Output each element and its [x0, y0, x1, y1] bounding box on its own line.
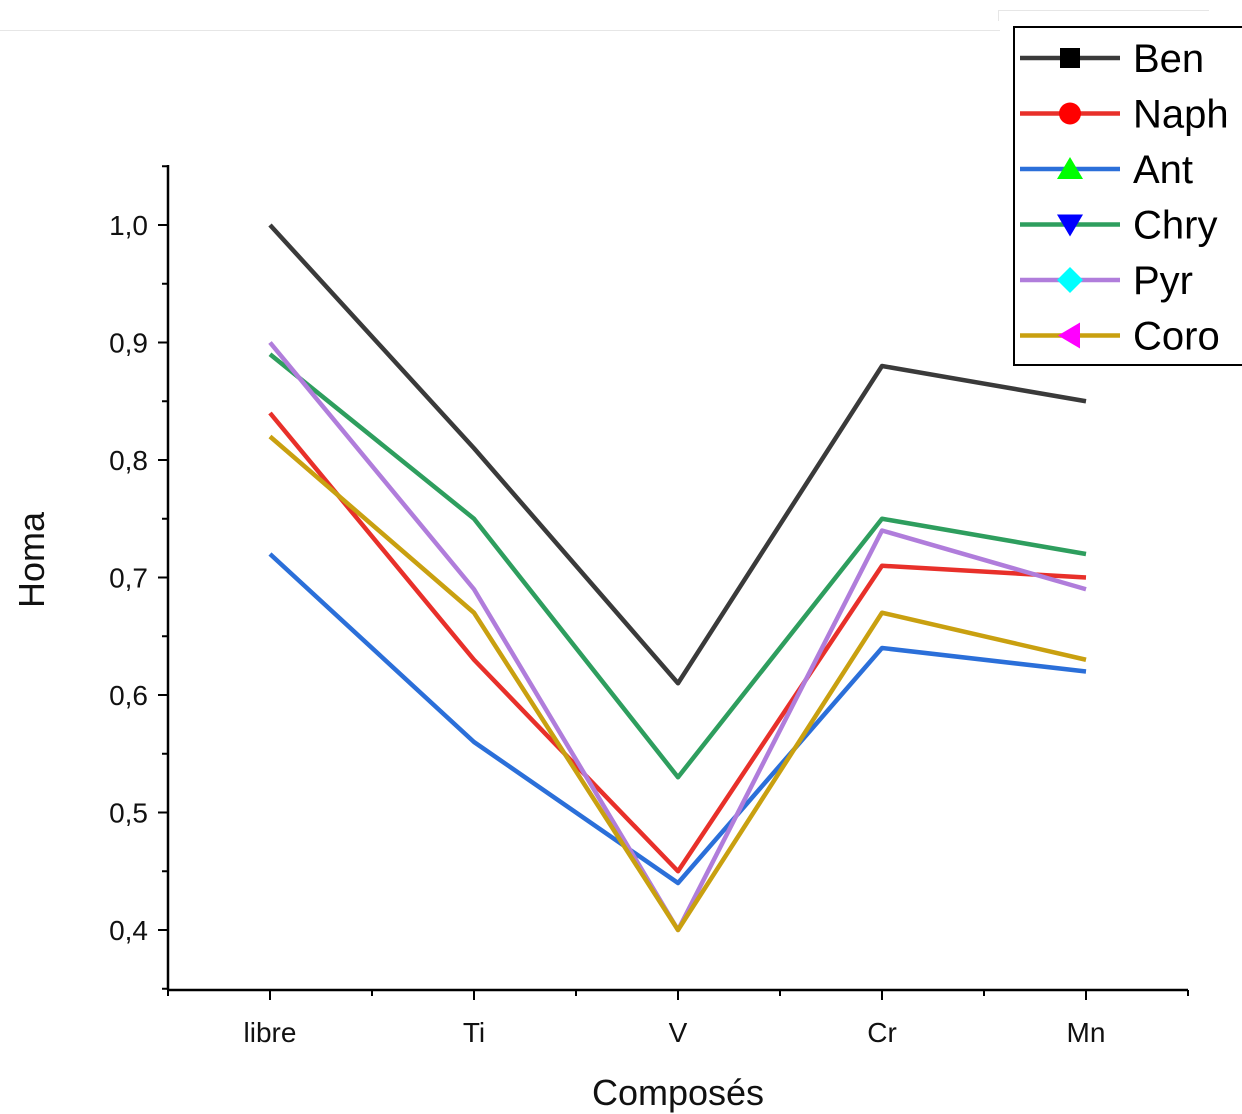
- top-border-right: [998, 10, 1209, 21]
- legend: Ben Naph Ant Chry Pyr Coro: [1013, 26, 1242, 366]
- y-tick-label: 0,4: [109, 915, 148, 946]
- legend-marker-chry: [1057, 214, 1083, 237]
- legend-marker-coro: [1058, 322, 1080, 349]
- legend-label-ben: Ben: [1133, 37, 1204, 81]
- legend-label-chry: Chry: [1133, 204, 1217, 248]
- y-tick-label: 1,0: [109, 210, 148, 241]
- top-border: [0, 0, 1000, 31]
- axes: 0,4 0,5 0,6 0,7 0,8 0,9 1,0 libre Ti V Cr Mn Composé…: [11, 165, 1189, 1113]
- y-tick-label: 0,8: [109, 445, 148, 476]
- x-tick-label: Ti: [463, 1017, 485, 1048]
- series-line-coro: [268, 434, 1087, 933]
- legend-marker-ant: [1057, 157, 1083, 179]
- y-tick-label: 0,9: [109, 328, 148, 359]
- x-axis-title: Composés: [592, 1072, 764, 1113]
- x-tick-label: Mn: [1067, 1017, 1106, 1048]
- series-line-naph: [268, 411, 1087, 874]
- legend-label-pyr: Pyr: [1133, 259, 1193, 303]
- x-tick-label: V: [669, 1017, 688, 1048]
- series-line-pyr: [268, 341, 1087, 933]
- legend-label-ant: Ant: [1133, 148, 1193, 192]
- legend-label-naph: Naph: [1133, 93, 1229, 137]
- y-tick-label: 0,5: [109, 798, 148, 829]
- x-tick-label: libre: [244, 1017, 297, 1048]
- y-axis-title: Homa: [11, 511, 52, 608]
- legend-label-coro: Coro: [1133, 315, 1220, 359]
- x-tick-label: Cr: [867, 1017, 897, 1048]
- series-line-ant: [268, 552, 1087, 886]
- legend-marker-naph: [1059, 102, 1081, 125]
- legend-box: [1013, 26, 1242, 366]
- series-lines: [268, 223, 1087, 933]
- legend-marker-ben: [1060, 48, 1080, 68]
- legend-marker-pyr: [1057, 267, 1083, 293]
- y-tick-label: 0,7: [109, 563, 148, 594]
- series-line-ben: [268, 223, 1087, 686]
- series-line-chry: [268, 352, 1087, 780]
- y-tick-label: 0,6: [109, 680, 148, 711]
